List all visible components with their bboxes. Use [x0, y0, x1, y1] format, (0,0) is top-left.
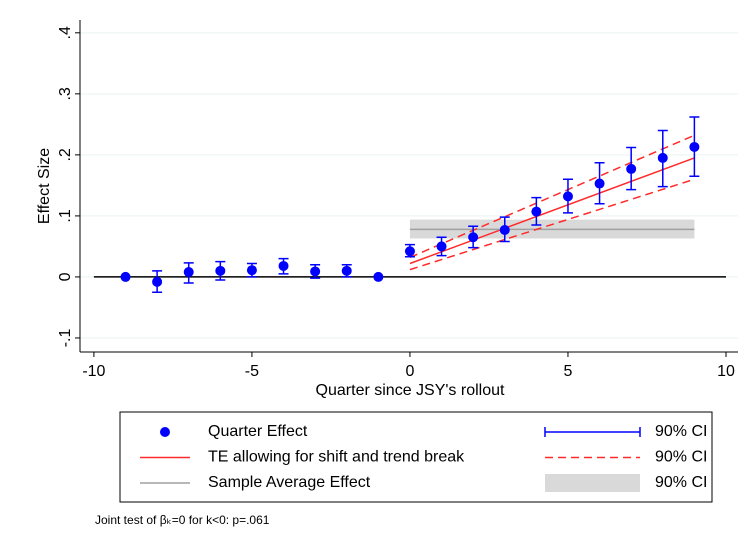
- fit-line: [409, 157, 695, 265]
- legend-label: 90% CI: [655, 474, 707, 491]
- legend-label: Quarter Effect: [208, 423, 308, 440]
- x-axis-label: Quarter since JSY's rollout: [316, 382, 505, 399]
- legend-label: Sample Average Effect: [208, 474, 371, 491]
- point: [183, 267, 194, 278]
- x-tick-label: 5: [564, 363, 573, 380]
- point: [373, 271, 384, 282]
- point: [562, 191, 573, 202]
- point: [152, 276, 163, 287]
- point: [594, 178, 605, 189]
- point: [436, 241, 447, 252]
- point: [657, 152, 668, 163]
- y-tick-label: .2: [57, 148, 74, 161]
- point: [278, 260, 289, 271]
- legend-symbol: [160, 427, 170, 437]
- note: Joint test of βₖ=0 for k<0: p=.061: [95, 513, 270, 527]
- ci-lower-line: [409, 178, 695, 271]
- y-tick-label: .1: [57, 209, 74, 222]
- point: [689, 141, 700, 152]
- legend-label: 90% CI: [655, 449, 707, 466]
- y-axis-label: Effect Size: [36, 148, 53, 224]
- point: [626, 163, 637, 174]
- x-tick-label: -10: [82, 363, 105, 380]
- y-tick-label: .4: [57, 26, 74, 39]
- ci-upper-line: [409, 134, 695, 259]
- legend-symbol: [545, 474, 640, 492]
- x-tick-label: 0: [405, 363, 414, 380]
- legend-symbol: [544, 427, 641, 437]
- point: [468, 232, 479, 243]
- x-tick-label: -5: [245, 363, 259, 380]
- point: [404, 246, 415, 257]
- y-tick-label: 0: [57, 272, 74, 281]
- x-tick-label: 10: [717, 363, 735, 380]
- legend-label: 90% CI: [655, 423, 707, 440]
- y-tick-label: -.1: [57, 329, 74, 348]
- point: [120, 271, 131, 282]
- point: [246, 265, 257, 276]
- point: [310, 266, 321, 277]
- point: [531, 206, 542, 217]
- legend-label: TE allowing for shift and trend break: [208, 449, 465, 466]
- y-tick-label: .3: [57, 87, 74, 100]
- point: [499, 224, 510, 235]
- point: [341, 265, 352, 276]
- point: [215, 265, 226, 276]
